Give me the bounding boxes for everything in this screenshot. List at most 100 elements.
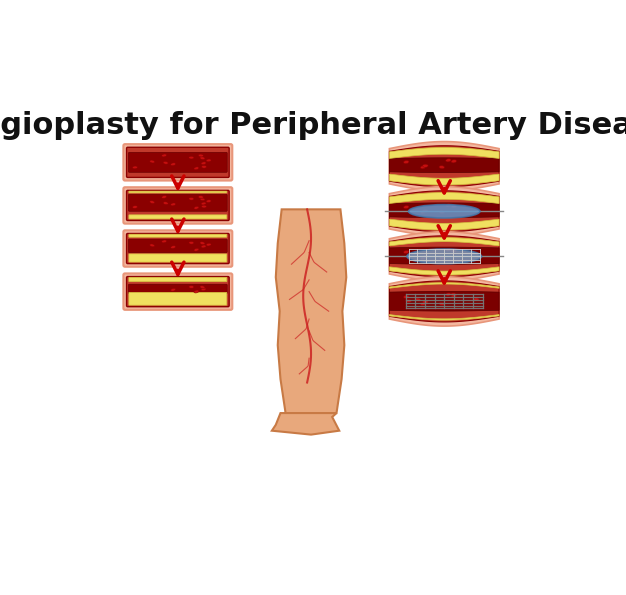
Ellipse shape (423, 209, 428, 212)
Ellipse shape (162, 240, 167, 243)
Polygon shape (389, 193, 499, 203)
Polygon shape (389, 247, 499, 264)
Ellipse shape (200, 286, 205, 289)
Polygon shape (389, 283, 499, 288)
Polygon shape (389, 267, 499, 275)
Polygon shape (389, 148, 499, 158)
Ellipse shape (162, 154, 167, 157)
Polygon shape (389, 187, 499, 236)
Ellipse shape (162, 196, 167, 198)
Polygon shape (389, 231, 499, 281)
FancyBboxPatch shape (128, 239, 227, 253)
Polygon shape (389, 236, 499, 277)
Ellipse shape (201, 288, 206, 291)
Ellipse shape (423, 300, 428, 303)
Ellipse shape (201, 245, 206, 248)
Polygon shape (389, 292, 499, 311)
Ellipse shape (446, 293, 451, 296)
Ellipse shape (189, 156, 194, 159)
Ellipse shape (421, 302, 426, 306)
Ellipse shape (439, 211, 444, 214)
Ellipse shape (189, 242, 194, 244)
Ellipse shape (206, 159, 211, 162)
Ellipse shape (451, 294, 456, 298)
Ellipse shape (133, 166, 138, 169)
Ellipse shape (200, 156, 205, 159)
Ellipse shape (171, 203, 176, 206)
Ellipse shape (163, 202, 168, 205)
Polygon shape (389, 219, 499, 230)
Ellipse shape (200, 242, 205, 245)
Ellipse shape (451, 249, 456, 253)
Polygon shape (389, 203, 499, 218)
Ellipse shape (150, 201, 155, 203)
Ellipse shape (171, 246, 176, 249)
Ellipse shape (150, 160, 155, 163)
Ellipse shape (473, 298, 479, 301)
Ellipse shape (407, 249, 481, 264)
Ellipse shape (150, 244, 155, 247)
FancyBboxPatch shape (129, 292, 227, 305)
Polygon shape (272, 413, 339, 434)
FancyBboxPatch shape (129, 277, 227, 281)
Ellipse shape (439, 165, 444, 169)
Ellipse shape (404, 295, 409, 299)
Ellipse shape (194, 248, 199, 251)
FancyBboxPatch shape (123, 187, 232, 224)
Ellipse shape (409, 205, 480, 218)
Ellipse shape (439, 256, 444, 259)
Polygon shape (389, 158, 499, 173)
Ellipse shape (206, 200, 211, 202)
Ellipse shape (163, 161, 168, 164)
Polygon shape (389, 142, 499, 191)
Polygon shape (389, 146, 499, 187)
Ellipse shape (404, 250, 409, 253)
Ellipse shape (446, 248, 451, 252)
Ellipse shape (194, 290, 199, 293)
FancyBboxPatch shape (126, 148, 229, 177)
Ellipse shape (446, 203, 451, 207)
FancyBboxPatch shape (128, 284, 227, 294)
Ellipse shape (421, 165, 426, 169)
FancyBboxPatch shape (128, 152, 227, 173)
Ellipse shape (439, 302, 444, 305)
Ellipse shape (171, 289, 176, 291)
Ellipse shape (421, 211, 426, 214)
Ellipse shape (198, 196, 203, 198)
Ellipse shape (201, 202, 206, 205)
FancyBboxPatch shape (129, 191, 227, 193)
Ellipse shape (201, 162, 206, 165)
Text: Angioplasty for Peripheral Artery Disease: Angioplasty for Peripheral Artery Diseas… (0, 111, 626, 140)
FancyBboxPatch shape (126, 190, 229, 221)
FancyBboxPatch shape (128, 195, 227, 211)
Ellipse shape (404, 161, 409, 164)
FancyBboxPatch shape (129, 234, 227, 237)
Ellipse shape (451, 293, 456, 296)
Ellipse shape (423, 255, 428, 258)
FancyBboxPatch shape (129, 215, 227, 219)
FancyBboxPatch shape (129, 254, 227, 262)
FancyBboxPatch shape (123, 230, 232, 267)
Polygon shape (389, 237, 499, 246)
Ellipse shape (206, 243, 211, 246)
Polygon shape (389, 281, 499, 322)
Ellipse shape (416, 298, 421, 301)
Ellipse shape (421, 256, 426, 259)
Polygon shape (276, 209, 346, 413)
Ellipse shape (202, 205, 207, 208)
Polygon shape (389, 191, 499, 232)
Ellipse shape (404, 205, 409, 209)
Ellipse shape (194, 206, 199, 209)
Ellipse shape (189, 198, 194, 200)
Ellipse shape (423, 164, 428, 167)
Ellipse shape (200, 198, 205, 201)
Ellipse shape (133, 206, 138, 208)
Ellipse shape (451, 159, 456, 163)
Ellipse shape (194, 167, 199, 170)
FancyBboxPatch shape (126, 277, 229, 306)
Ellipse shape (171, 163, 176, 165)
Polygon shape (389, 277, 499, 326)
Ellipse shape (198, 154, 203, 157)
Ellipse shape (202, 165, 207, 168)
FancyBboxPatch shape (123, 144, 232, 180)
